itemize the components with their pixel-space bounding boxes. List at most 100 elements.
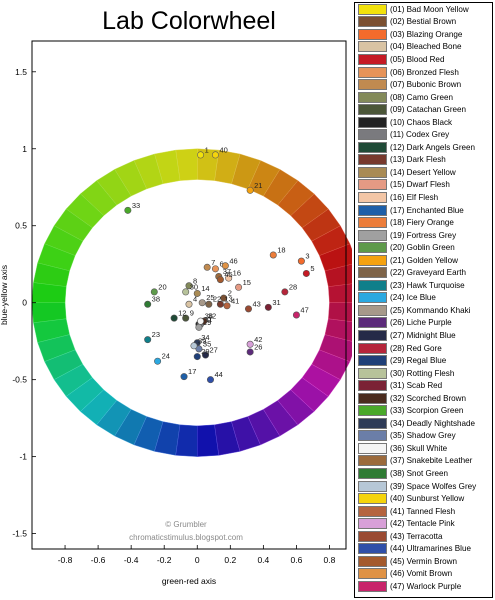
legend-item: (37) Snakebite Leather (355, 455, 492, 468)
legend-item: (13) Dark Flesh (355, 154, 492, 167)
legend-item: (42) Tentacle Pink (355, 517, 492, 530)
data-point (216, 276, 224, 284)
x-tick-label: 0 (195, 555, 200, 565)
point-label: 21 (254, 181, 262, 190)
legend-label: (33) Scorpion Green (390, 406, 464, 416)
data-point (225, 274, 233, 282)
legend-label: (23) Hawk Turquoise (390, 280, 465, 290)
legend-item: (19) Fortress Grey (355, 229, 492, 242)
point-label: 35 (203, 339, 211, 348)
legend-item: (20) Goblin Green (355, 241, 492, 254)
legend-swatch (358, 53, 387, 65)
legend-swatch (358, 179, 387, 191)
legend-label: (37) Snakebite Leather (390, 456, 473, 466)
legend-swatch (358, 104, 387, 116)
data-point (223, 302, 231, 310)
x-axis-label: green-red axis (162, 576, 216, 586)
legend-swatch (358, 317, 387, 329)
data-point (182, 288, 190, 296)
point-label: 15 (243, 278, 251, 287)
legend-item: (17) Enchanted Blue (355, 204, 492, 217)
legend-item: (07) Bubonic Brown (355, 78, 492, 91)
legend-swatch (358, 116, 387, 128)
data-point (244, 305, 252, 313)
data-point (193, 353, 201, 361)
data-point (182, 314, 190, 322)
data-point (197, 317, 205, 325)
legend-label: (20) Goblin Green (390, 243, 455, 253)
point-label: 4 (193, 295, 197, 304)
legend-label: (06) Bronzed Flesh (390, 67, 459, 77)
chart-title: Lab Colorwheel (102, 7, 276, 35)
point-label: 9 (190, 309, 194, 318)
legend-item: (15) Dwarf Flesh (355, 179, 492, 192)
point-label: 2 (228, 289, 232, 298)
point-label: 10 (203, 315, 211, 324)
data-point (235, 283, 243, 291)
legend-item: (23) Hawk Turquoise (355, 279, 492, 292)
point-label: 3 (305, 252, 309, 261)
legend-item: (12) Dark Angels Green (355, 141, 492, 154)
legend-label: (16) Elf Flesh (390, 192, 439, 202)
legend-label: (07) Bubonic Brown (390, 80, 462, 90)
legend-label: (39) Space Wolfes Grey (390, 481, 477, 491)
point-label: 40 (219, 145, 227, 154)
legend-item: (04) Bleached Bone (355, 41, 492, 54)
data-point (198, 299, 206, 307)
x-tick-label: -0.2 (157, 555, 172, 565)
data-point (211, 151, 219, 159)
data-point (144, 300, 152, 308)
legend-label: (42) Tentacle Pink (390, 519, 455, 529)
legend-label: (18) Fiery Orange (390, 218, 454, 228)
data-point (193, 289, 201, 297)
legend-label: (28) Red Gore (390, 343, 442, 353)
point-label: 5 (310, 264, 314, 273)
legend-swatch (358, 555, 387, 567)
data-point (206, 376, 214, 384)
legend-item: (24) Ice Blue (355, 292, 492, 305)
data-point (220, 294, 228, 302)
x-tick-label: 0.4 (257, 555, 269, 565)
point-label: 30 (190, 282, 198, 291)
point-label: 28 (289, 282, 297, 291)
legend-swatch (358, 442, 387, 454)
legend-item: (09) Catachan Green (355, 103, 492, 116)
legend-swatch (358, 242, 387, 254)
legend-swatch (358, 41, 387, 53)
legend-label: (40) Sunburst Yellow (390, 494, 465, 504)
point-label: 18 (277, 245, 285, 254)
legend-item: (08) Camo Green (355, 91, 492, 104)
data-point (124, 206, 132, 214)
legend-swatch (358, 329, 387, 341)
legend-label: (21) Golden Yellow (390, 255, 458, 265)
legend-swatch (358, 191, 387, 203)
point-label: 34 (201, 333, 209, 342)
legend-swatch (358, 292, 387, 304)
legend-item: (29) Regal Blue (355, 354, 492, 367)
legend-swatch (358, 355, 387, 367)
y-tick-label: -1 (19, 452, 27, 462)
point-label: 22 (213, 295, 221, 304)
legend-label: (45) Vermin Brown (390, 556, 458, 566)
data-point (144, 336, 152, 344)
legend: (01) Bad Moon Yellow (02) Bestial Brown (0… (354, 2, 493, 598)
y-tick-label: -0.5 (12, 375, 27, 385)
legend-swatch (358, 204, 387, 216)
data-point (297, 257, 305, 265)
legend-item: (40) Sunburst Yellow (355, 492, 492, 505)
point-label: 29 (201, 347, 209, 356)
legend-swatch (358, 518, 387, 530)
point-label: 8 (193, 276, 197, 285)
legend-label: (46) Vomit Brown (390, 569, 453, 579)
axes-frame (31, 40, 347, 550)
legend-swatch (358, 367, 387, 379)
legend-item: (43) Terracotta (355, 530, 492, 543)
x-tick-label: 0.8 (324, 555, 336, 565)
data-point (197, 151, 205, 159)
point-label: 11 (205, 315, 213, 324)
legend-item: (02) Bestial Brown (355, 16, 492, 29)
x-tick-label: -0.8 (58, 555, 73, 565)
legend-label: (04) Bleached Bone (390, 42, 462, 52)
legend-item: (30) Rotting Flesh (355, 367, 492, 380)
point-label: 25 (206, 293, 214, 302)
